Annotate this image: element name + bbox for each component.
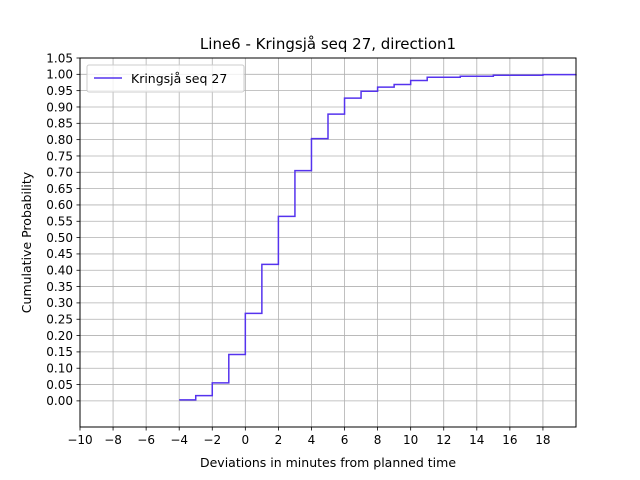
x-tick-label: 0 [242, 433, 250, 447]
chart-title: Line6 - Kringsjå seq 27, direction1 [200, 35, 456, 53]
y-tick-label: 0.85 [46, 117, 73, 131]
y-tick-label: 0.55 [46, 215, 73, 229]
x-tick-label: 16 [502, 433, 517, 447]
y-tick-label: 1.00 [46, 68, 73, 82]
legend-box [86, 64, 245, 93]
x-tick-label: −6 [137, 433, 155, 447]
legend: Kringsjå seq 27 [86, 64, 245, 93]
y-tick-label: 0.00 [46, 394, 73, 408]
series-line [179, 73, 577, 401]
y-tick-label: 0.90 [46, 100, 73, 114]
y-tick-label: 0.15 [46, 345, 73, 359]
axis-ticks: −10 −8 −6 −4 −2 0 2 4 6 8 10 12 14 16 18 0.00 0.05 0.10 0.… [46, 51, 550, 447]
y-tick-label: 0.05 [46, 378, 73, 392]
y-tick-label: 0.20 [46, 329, 73, 343]
x-tick-label: 12 [436, 433, 451, 447]
y-tick-label: 0.65 [46, 182, 73, 196]
y-tick-label: 0.25 [46, 313, 73, 327]
x-tick-label: −2 [203, 433, 221, 447]
y-tick-label: 0.75 [46, 149, 73, 163]
y-tick-label: 0.35 [46, 280, 73, 294]
y-tick-label: 0.10 [46, 362, 73, 376]
x-tick-label: 6 [341, 433, 349, 447]
x-tick-label: 18 [535, 433, 550, 447]
x-tick-label: −8 [104, 433, 122, 447]
x-axis-label: Deviations in minutes from planned time [200, 455, 456, 470]
x-tick-label: 2 [275, 433, 283, 447]
x-tick-label: −4 [170, 433, 188, 447]
x-tick-label: 4 [308, 433, 316, 447]
plot-frame [79, 57, 577, 428]
y-tick-label: 0.70 [46, 166, 73, 180]
y-tick-label: 0.45 [46, 247, 73, 261]
x-tick-label: −10 [67, 433, 92, 447]
y-tick-label: 0.50 [46, 231, 73, 245]
x-tick-label: 14 [469, 433, 484, 447]
series-layer [179, 73, 577, 401]
y-tick-label: 0.40 [46, 264, 73, 278]
x-tick-label: 8 [374, 433, 382, 447]
y-tick-label: 0.80 [46, 133, 73, 147]
y-tick-label: 0.30 [46, 296, 73, 310]
y-tick-label: 1.05 [46, 51, 73, 65]
y-tick-label: 0.60 [46, 198, 73, 212]
x-tick-label: 10 [403, 433, 418, 447]
y-axis-label: Cumulative Probability [19, 171, 34, 313]
y-tick-label: 0.95 [46, 84, 73, 98]
grid [79, 57, 576, 427]
legend-label: Kringsjå seq 27 [131, 71, 227, 86]
